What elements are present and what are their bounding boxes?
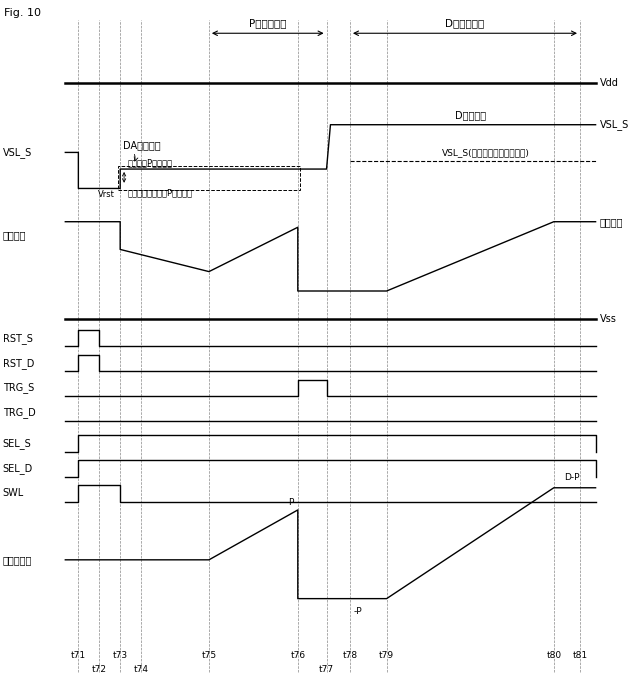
Text: Fig. 10: Fig. 10: [4, 8, 41, 18]
Text: VSL_S: VSL_S: [3, 147, 32, 158]
Text: 参照信号: 参照信号: [600, 217, 623, 227]
Text: 差動増幅器の固有P相レベル: 差動増幅器の固有P相レベル: [128, 188, 193, 197]
Text: カウント値: カウント値: [3, 555, 32, 565]
Text: P: P: [289, 498, 294, 507]
Text: TRG_S: TRG_S: [3, 382, 34, 393]
Text: RST_D: RST_D: [3, 358, 34, 369]
Text: t71: t71: [71, 651, 86, 660]
Text: SEL_D: SEL_D: [3, 463, 33, 474]
Text: t78: t78: [342, 651, 358, 660]
Text: TRG_D: TRG_D: [3, 407, 35, 418]
Text: SWL: SWL: [3, 488, 24, 498]
Text: SEL_S: SEL_S: [3, 438, 31, 449]
Text: RST_S: RST_S: [3, 333, 33, 344]
Text: t77: t77: [319, 665, 334, 674]
Text: t79: t79: [379, 651, 394, 660]
Text: VSL_S(動作点調整しない場合): VSL_S(動作点調整しない場合): [442, 149, 530, 158]
Text: Vss: Vss: [600, 314, 616, 324]
Text: Vdd: Vdd: [600, 78, 618, 88]
Text: -P: -P: [354, 607, 363, 616]
Text: t74: t74: [134, 665, 148, 674]
Text: 参照信号: 参照信号: [3, 230, 26, 240]
Text: t80: t80: [546, 651, 561, 660]
Text: D相比較期間: D相比較期間: [445, 18, 484, 28]
Bar: [118, 166, 300, 190]
Text: Vrst: Vrst: [98, 190, 115, 199]
Text: D相レベル: D相レベル: [454, 110, 486, 120]
Text: P相比較期間: P相比較期間: [249, 18, 287, 28]
Text: D-P: D-P: [564, 473, 580, 482]
Text: 最適動作P相レベル: 最適動作P相レベル: [128, 158, 173, 168]
Text: t72: t72: [92, 665, 107, 674]
Text: t81: t81: [572, 651, 588, 660]
Text: t76: t76: [290, 651, 305, 660]
Text: VSL_S: VSL_S: [600, 120, 628, 130]
Text: DA性能改善: DA性能改善: [123, 141, 161, 151]
Text: t73: t73: [113, 651, 128, 660]
Text: t75: t75: [202, 651, 216, 660]
